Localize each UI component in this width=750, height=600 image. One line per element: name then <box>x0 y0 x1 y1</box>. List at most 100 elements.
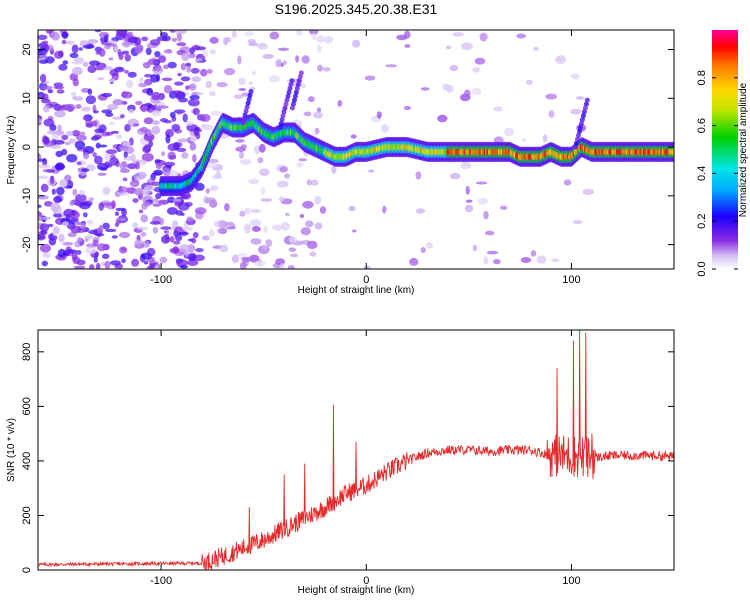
spectrogram-noise-cell <box>41 93 49 101</box>
spectrogram-noise-cell <box>570 73 580 80</box>
spectrogram-noise-cell <box>204 163 217 168</box>
spectrogram-noise-cell <box>464 89 471 97</box>
spectrogram-noise-cell <box>465 199 473 203</box>
spectrogram-noise-cell <box>140 214 148 223</box>
spectrogram-noise-cell <box>62 242 74 246</box>
spectrogram-noise-cell <box>88 197 95 202</box>
spectrogram-noise-cell <box>39 223 50 232</box>
spectrogram-noise-cell <box>72 78 80 87</box>
spectrogram-noise-cell <box>131 159 143 164</box>
spectrogram-noise-cell <box>348 205 356 212</box>
spectrogram-noise-cell <box>124 54 131 62</box>
spectrogram-noise-cell <box>115 207 126 212</box>
spectrogram-noise-cell <box>107 104 119 110</box>
spectrogram-noise-cell <box>200 113 211 122</box>
spectrogram-noise-cell <box>272 224 284 231</box>
spectrogram-noise-cell <box>449 65 459 72</box>
spectrogram-noise-cell <box>420 87 430 91</box>
spectrogram-streak-cell <box>281 109 287 115</box>
spectrogram-noise-cell <box>522 138 527 142</box>
spectrogram-streak-cell <box>285 93 291 99</box>
spectrogram-noise-cell <box>70 225 82 234</box>
spectrogram-noise-cell <box>118 52 124 60</box>
spectrogram-noise-cell <box>71 60 84 65</box>
spectrogram-noise-cell <box>172 220 179 229</box>
spectrogram-noise-cell <box>167 61 177 69</box>
spectrogram-noise-cell <box>202 235 210 241</box>
spectrogram-noise-cell <box>143 117 154 125</box>
spectrogram-noise-cell <box>317 64 323 72</box>
spectrogram-noise-cell <box>150 74 159 83</box>
spectrogram-noise-cell <box>40 183 49 193</box>
spectrogram-noise-cell <box>363 265 371 269</box>
spectrogram-noise-cell <box>58 63 68 71</box>
spectrogram-noise-cell <box>196 58 203 62</box>
spectrogram-noise-cell <box>157 199 169 205</box>
spectrogram-noise-cell <box>61 39 67 45</box>
spectrogram-noise-cell <box>38 215 42 222</box>
spectrogram-noise-cell <box>41 40 49 45</box>
spectrogram-noise-cell <box>78 189 85 196</box>
spectrogram-noise-cell <box>38 153 41 162</box>
spectrogram-noise-cell <box>154 51 161 58</box>
spectrogram-noise-cell <box>171 124 181 132</box>
spectrogram-noise-cell <box>243 207 252 214</box>
colorbar-tick-label: 0.4 <box>696 166 708 181</box>
spectrogram-y-tick-label: -20 <box>21 237 33 253</box>
spectrogram-noise-cell <box>188 53 196 59</box>
spectrogram-noise-cell <box>93 110 99 114</box>
spectrogram-noise-cell <box>145 47 152 56</box>
spectrogram-x-label: Height of straight line (km) <box>298 285 415 296</box>
spectrogram-noise-cell <box>161 35 171 42</box>
spectrogram-streak-cell <box>292 93 298 99</box>
spectrogram-noise-cell <box>55 150 63 158</box>
spectrogram-noise-cell <box>132 198 139 203</box>
spectrogram-noise-cell <box>238 88 247 91</box>
spectrogram-noise-cell <box>276 180 289 188</box>
spectrogram-noise-cell <box>251 226 261 232</box>
spectrogram-noise-cell <box>87 88 93 95</box>
spectrogram-noise-cell <box>65 130 74 136</box>
spectrogram-noise-cell <box>75 134 87 141</box>
spectrogram-noise-cell <box>285 212 290 217</box>
spectrogram-noise-cell <box>404 44 411 48</box>
colorbar-tick-label: 0.2 <box>696 214 708 229</box>
spectrogram-noise-cell <box>56 186 65 196</box>
spectrogram-noise-cell <box>61 31 69 40</box>
spectrogram-noise-cell <box>551 258 560 263</box>
spectrogram-noise-cell <box>111 200 116 209</box>
spectrogram-streak-cell <box>583 101 589 107</box>
spectrogram-noise-cell <box>105 228 117 233</box>
spectrogram-noise-cell <box>152 226 159 234</box>
spectrogram-noise-cell <box>250 209 262 214</box>
spectrogram-frame <box>37 29 675 270</box>
spectrogram-noise-cell <box>257 157 264 164</box>
spectrogram-noise-cell <box>101 253 110 260</box>
spectrogram-noise-cell <box>472 67 480 73</box>
spectrogram-noise-cell <box>135 161 140 170</box>
spectrogram-noise-cell <box>126 163 138 170</box>
spectrogram-x-tick-label: 0 <box>363 274 369 286</box>
spectrogram-noise-cell <box>64 103 76 111</box>
spectrogram-noise-cell <box>209 49 217 55</box>
spectrogram-noise-cell <box>87 39 99 44</box>
spectrogram-noise-cell <box>87 65 97 73</box>
spectrogram-noise-cell <box>39 243 52 253</box>
spectrogram-noise-cell <box>300 227 311 236</box>
spectrogram-noise-cell <box>563 179 572 186</box>
spectrogram-noise-cell <box>207 158 219 164</box>
spectrogram-noise-cell <box>152 203 162 207</box>
spectrogram-noise-cell <box>159 217 165 226</box>
spectrogram-noise-cell <box>128 108 135 114</box>
spectrogram-streak-cell <box>297 74 303 80</box>
spectrogram-noise-cell <box>87 219 94 225</box>
spectrogram-streak-cell <box>573 144 578 150</box>
spectrogram-noise-cell <box>244 225 251 234</box>
spectrogram-streak-cell <box>279 117 285 123</box>
spectrogram-noise-cell <box>74 140 86 150</box>
spectrogram-noise-cell <box>40 73 47 83</box>
spectrogram-noise-cell <box>70 92 75 96</box>
spectrogram-noise-cell <box>185 85 190 91</box>
spectrogram-streak-cell <box>580 113 586 119</box>
spectrogram-noise-cell <box>46 130 56 135</box>
